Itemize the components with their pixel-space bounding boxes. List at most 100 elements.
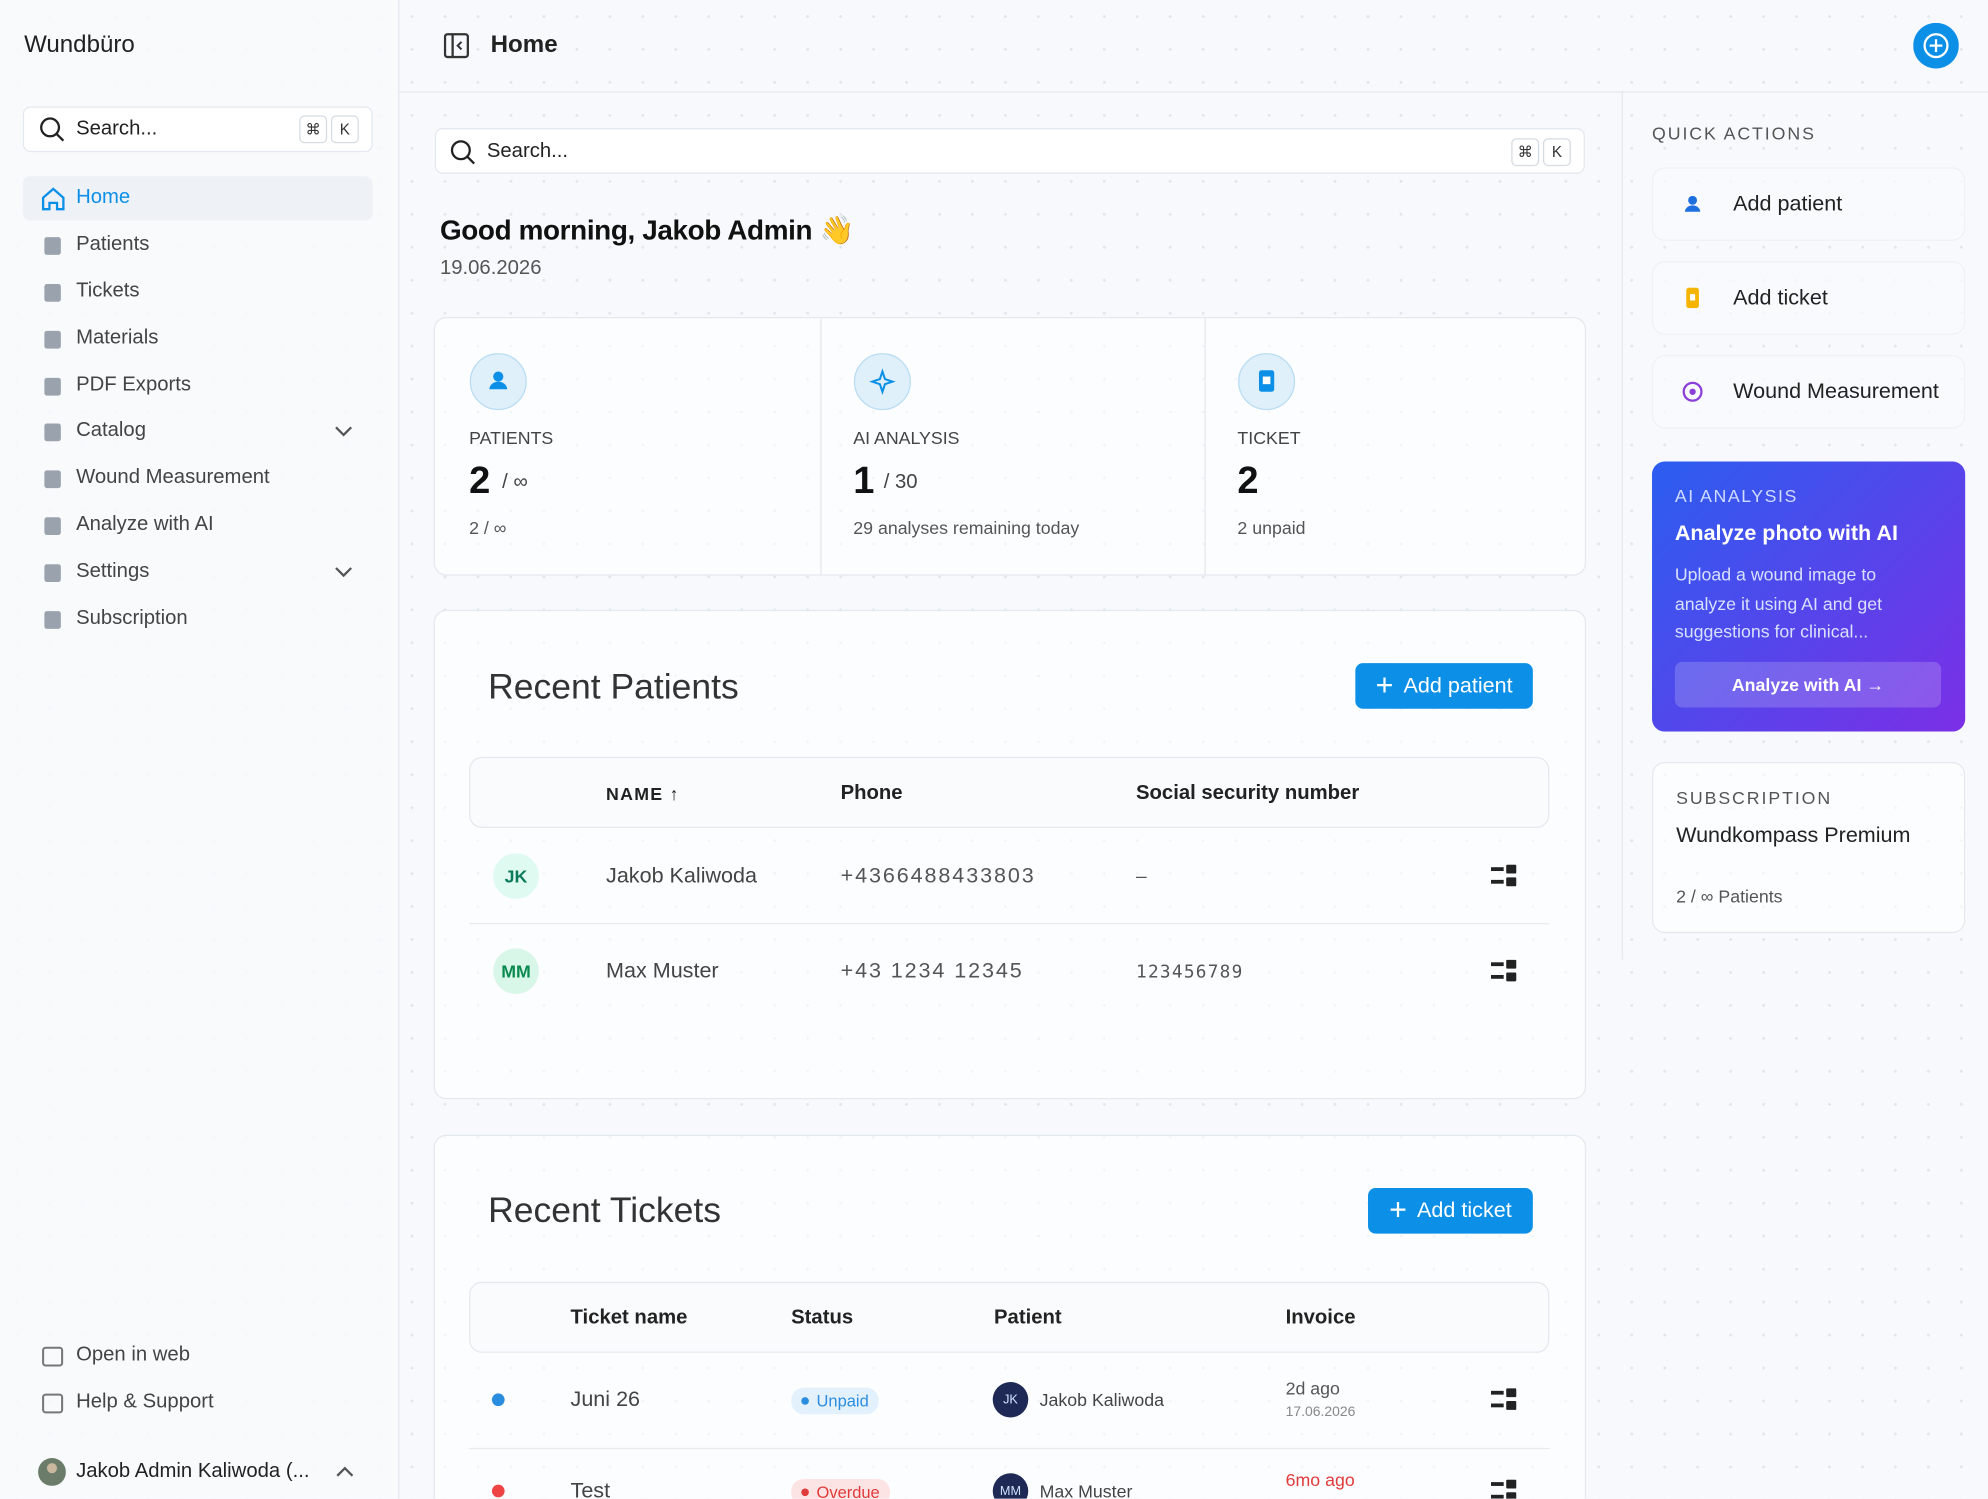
nav-icon — [44, 284, 61, 302]
column-header[interactable]: Patient — [994, 1307, 1062, 1329]
table-header — [469, 1281, 1550, 1353]
status-pill: Overdue — [791, 1478, 890, 1499]
plus: + — [1375, 668, 1394, 703]
patient-name[interactable]: Max Muster — [606, 958, 719, 983]
nav-icon — [44, 564, 61, 582]
nav-item[interactable]: Patients — [76, 233, 150, 255]
add-ticket-button[interactable]: + Add ticket — [1368, 1187, 1533, 1234]
button-label: Add ticket — [1417, 1198, 1512, 1223]
main-search[interactable] — [434, 128, 1585, 174]
quick-action-label[interactable]: Wound Measurement — [1733, 379, 1939, 404]
avatar: MM — [493, 948, 539, 995]
date: 19.06.2026 — [439, 257, 542, 279]
section-title: Recent Patients — [488, 666, 739, 707]
nav-icon — [44, 611, 61, 629]
column-header[interactable]: Phone — [840, 782, 903, 804]
subscription-usage: 2 / ∞ Patients — [1676, 886, 1783, 907]
pill-dot — [801, 1488, 809, 1497]
footer-icon — [42, 1393, 64, 1414]
stat-label: TICKET — [1237, 427, 1301, 448]
kbd: ⌘ — [299, 115, 328, 144]
nav-item[interactable]: Settings — [76, 560, 150, 582]
kbd: K — [1542, 138, 1571, 167]
search-placeholder: Search... — [486, 140, 569, 163]
patient-avatar: JK — [992, 1381, 1029, 1418]
ticket-patient: Jakob Kaliwoda — [1039, 1389, 1164, 1410]
footer-icon — [42, 1346, 64, 1367]
footer-link[interactable]: Open in web — [76, 1343, 190, 1366]
nav-icon — [44, 470, 61, 489]
quick-action-label[interactable]: Add ticket — [1733, 285, 1828, 310]
stat-limit: / ∞ — [502, 471, 528, 494]
ai-button[interactable]: Analyze with AI → — [1674, 661, 1942, 708]
nav-icon — [44, 423, 61, 442]
nav-item[interactable]: Subscription — [76, 607, 188, 629]
user-avatar — [38, 1458, 66, 1486]
invoice-date: 17.06.2026 — [1285, 1404, 1356, 1421]
quick-action[interactable] — [1652, 261, 1966, 335]
ai-text: Upload a wound image to analyze it using… — [1674, 564, 1883, 642]
nav-icon — [44, 330, 61, 349]
button-label: Add patient — [1403, 673, 1513, 698]
patient-name[interactable]: Jakob Kaliwoda — [606, 863, 758, 888]
ticket-name[interactable]: Test — [570, 1478, 611, 1499]
column-header[interactable]: Social security number — [1136, 782, 1360, 804]
nav-item[interactable]: Catalog — [76, 419, 147, 442]
ticket-name[interactable]: Juni 26 — [570, 1387, 641, 1412]
column-header[interactable]: Invoice — [1285, 1307, 1356, 1329]
stat-limit: / 30 — [883, 471, 918, 494]
pill-dot — [801, 1397, 809, 1405]
column-header[interactable]: Ticket name — [570, 1307, 688, 1329]
nav-item[interactable]: Materials — [76, 327, 159, 349]
nav-item[interactable]: Tickets — [76, 280, 140, 302]
user-name[interactable]: Jakob Admin Kaliwoda (... — [76, 1460, 310, 1483]
status-dot — [491, 1484, 505, 1498]
quick-action[interactable] — [1652, 167, 1966, 241]
avatar: JK — [493, 853, 539, 899]
column-header[interactable]: Status — [791, 1307, 854, 1329]
panel-border — [1621, 92, 1623, 960]
plus: + — [1389, 1193, 1407, 1228]
greeting: Good morning, Jakob Admin 👋 — [439, 214, 854, 246]
ai-title: Analyze photo with AI — [1674, 521, 1898, 546]
column-header[interactable]: NAME ↑ — [606, 783, 680, 804]
kbd: ⌘ — [1511, 138, 1540, 167]
chevron-up — [336, 1466, 354, 1477]
quick-action-label[interactable]: Add patient — [1733, 191, 1843, 216]
subscription-plan: Wundkompass Premium — [1676, 822, 1911, 847]
section-title: Recent Tickets — [488, 1190, 721, 1230]
stat-icon — [853, 353, 911, 411]
stat-value: 2 — [469, 460, 491, 503]
patient-phone: +43 1234 12345 — [840, 958, 1024, 983]
nav-item[interactable]: PDF Exports — [76, 374, 192, 396]
quick-action[interactable] — [1652, 355, 1966, 429]
nav-icon — [44, 237, 61, 255]
stat-divider — [1204, 318, 1206, 575]
patient-ssn: — — [1136, 867, 1148, 888]
footer-link[interactable]: Help & Support — [76, 1390, 214, 1413]
header-border — [399, 91, 1988, 93]
row-menu — [1491, 959, 1517, 982]
stat-note: 29 analyses remaining today — [853, 517, 1080, 538]
stat-icon — [469, 353, 527, 411]
add-button[interactable] — [1913, 22, 1959, 69]
nav-item[interactable]: Home — [76, 186, 131, 208]
row-separator — [469, 923, 1550, 925]
status-pill: Unpaid — [791, 1387, 879, 1415]
ai-card — [1652, 461, 1966, 732]
nav-active-bg — [22, 176, 373, 221]
nav-item[interactable]: Analyze with AI — [76, 513, 214, 536]
stat-note: 2 / ∞ — [469, 517, 507, 538]
sidebar — [0, 0, 400, 1499]
row-menu — [1491, 1479, 1517, 1499]
subscription-card — [1652, 761, 1966, 934]
chevron — [335, 426, 353, 437]
nav-item[interactable]: Wound Measurement — [76, 466, 270, 489]
sidebar-toggle[interactable] — [443, 33, 469, 59]
add-patient-button[interactable]: + Add patient — [1355, 663, 1533, 709]
ai-button-label: Analyze with AI → — [1731, 674, 1885, 695]
ticket-patient: Max Muster — [1039, 1480, 1133, 1499]
nav-icon — [44, 377, 61, 396]
nav-icon — [44, 517, 61, 536]
